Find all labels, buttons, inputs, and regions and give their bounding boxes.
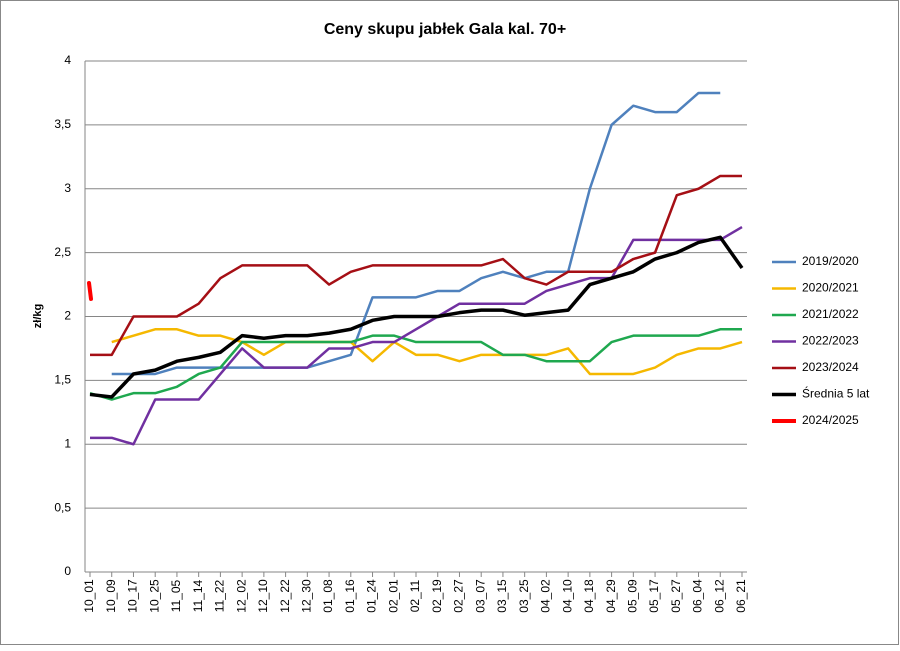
x-tick-label: 12_22 xyxy=(278,579,292,613)
x-tick-label: 02_01 xyxy=(386,579,400,613)
x-tick-label: 03_25 xyxy=(517,579,531,613)
x-tick-label: 05_17 xyxy=(647,579,661,613)
x-tick-label: 12_30 xyxy=(300,579,314,613)
x-tick-label: 06_04 xyxy=(691,579,705,613)
x-tick-label: 01_24 xyxy=(365,579,379,613)
x-tick-label: 01_16 xyxy=(343,579,357,613)
x-tick-label: 10_25 xyxy=(147,579,161,613)
x-tick-label: 06_21 xyxy=(734,579,748,613)
x-tick-label: 10_01 xyxy=(82,579,96,613)
x-tick-label: 03_07 xyxy=(473,579,487,613)
legend-label: 2019/2020 xyxy=(802,254,859,268)
y-tick-label: 1,5 xyxy=(54,373,71,387)
legend-label: 2023/2024 xyxy=(802,360,859,374)
y-tick-label: 3 xyxy=(64,181,71,195)
y-tick-label: 1 xyxy=(64,436,71,450)
x-tick-label: 11_14 xyxy=(191,579,205,612)
x-tick-label: 11_05 xyxy=(169,579,183,612)
legend-label: 2022/2023 xyxy=(802,334,859,348)
x-tick-label: 02_27 xyxy=(452,579,466,613)
x-tick-label: 10_17 xyxy=(126,579,140,613)
x-tick-label: 02_11 xyxy=(408,579,422,612)
series-line xyxy=(87,280,93,301)
x-tick-label: 11_22 xyxy=(213,579,227,612)
x-tick-label: 05_27 xyxy=(669,579,683,613)
series-line xyxy=(90,174,742,357)
legend-label: 2020/2021 xyxy=(802,281,859,295)
y-axis-label: zł/kg xyxy=(32,304,44,328)
y-tick-label: 0,5 xyxy=(54,500,71,514)
x-tick-label: 04_29 xyxy=(604,579,618,613)
series-line xyxy=(89,235,744,399)
chart-title: Ceny skupu jabłek Gala kal. 70+ xyxy=(324,21,566,38)
series-line xyxy=(90,225,743,446)
series-line xyxy=(89,328,742,401)
x-tick-label: 04_02 xyxy=(539,579,553,613)
x-tick-label: 12_02 xyxy=(234,579,248,613)
x-tick-label: 04_10 xyxy=(560,579,574,613)
series-line xyxy=(111,328,743,376)
legend-label: 2024/2025 xyxy=(802,413,859,427)
y-tick-label: 2 xyxy=(64,309,71,323)
y-tick-label: 3,5 xyxy=(54,117,71,131)
x-tick-label: 06_12 xyxy=(712,579,726,613)
y-tick-label: 2,5 xyxy=(54,245,71,259)
series-line xyxy=(111,91,721,376)
x-tick-label: 02_19 xyxy=(430,579,444,613)
x-tick-label: 10_09 xyxy=(104,579,118,613)
legend-label: 2021/2022 xyxy=(802,307,859,321)
x-tick-label: 01_08 xyxy=(321,579,335,613)
x-tick-label: 03_15 xyxy=(495,579,509,613)
x-tick-label: 12_10 xyxy=(256,579,270,613)
x-tick-label: 04_18 xyxy=(582,579,596,613)
legend-label: Średnia 5 lat xyxy=(802,386,870,401)
x-tick-label: 05_09 xyxy=(626,579,640,613)
y-tick-label: 0 xyxy=(64,564,71,578)
y-tick-label: 4 xyxy=(64,53,71,67)
